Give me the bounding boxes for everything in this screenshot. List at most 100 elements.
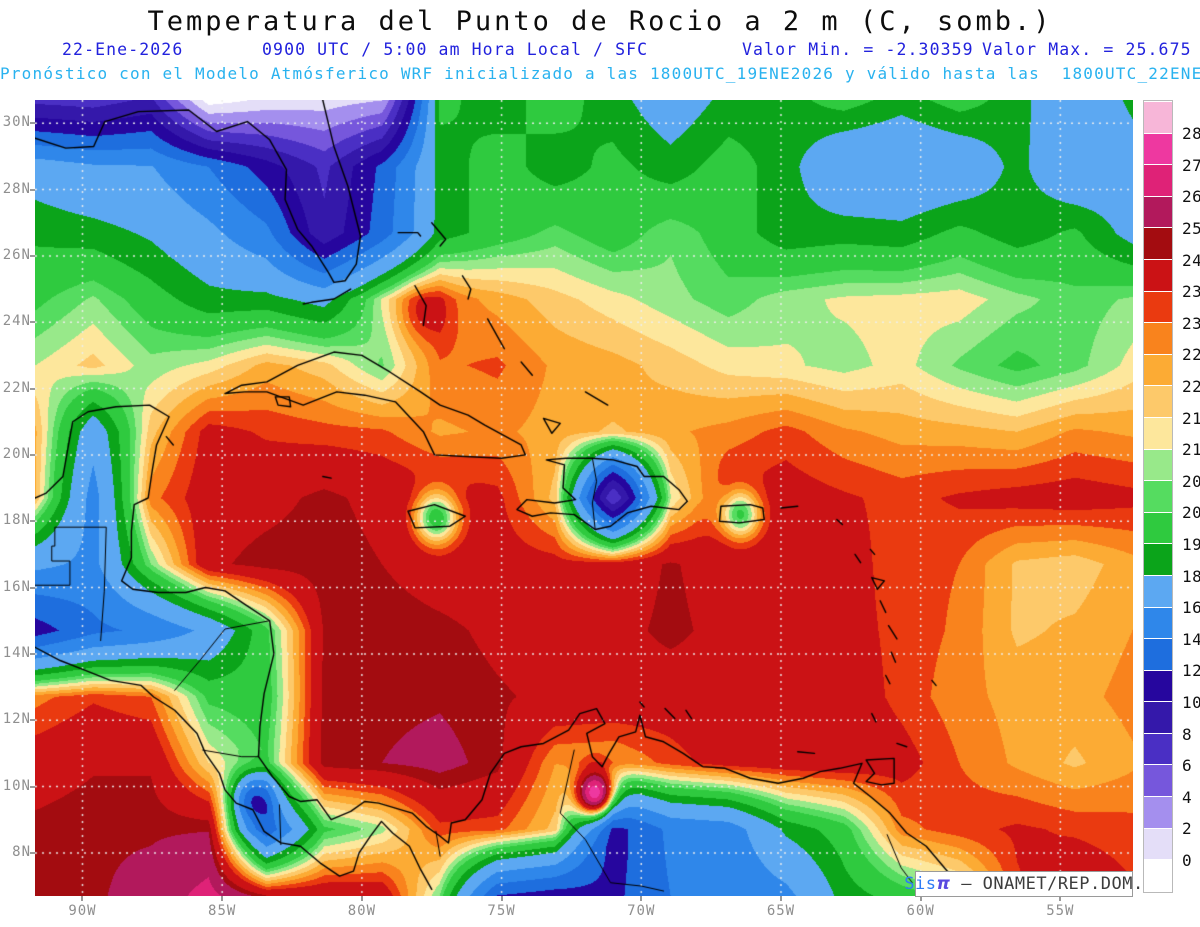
subtitle-min-value: Valor Min. = -2.30359 [742,40,974,59]
colorbar-tick-label: 14 [1182,629,1200,649]
colorbar-tick-label: 0 [1182,850,1193,870]
lat-tick-mark [30,652,35,655]
colorbar-swatch [1144,732,1172,765]
colorbar-tick-label: 27 [1182,155,1200,175]
colorbar-tick-label: 20 [1182,503,1200,523]
colorbar-swatch [1144,164,1172,196]
lon-tick-label: 55W [1046,903,1075,919]
colorbar-swatch [1144,290,1172,323]
colorbar-tick-label: 23 [1182,313,1200,333]
lat-tick-mark [30,719,35,722]
colorbar-swatch [1144,638,1172,670]
lon-tick-mark [81,896,84,901]
lat-tick-mark [30,188,35,191]
lon-tick-label: 85W [208,903,237,919]
colorbar-tick-label: 8 [1182,724,1193,744]
logo-pi-icon: π [936,874,951,894]
colorbar-swatch [1144,669,1172,702]
colorbar-swatch [1144,195,1172,228]
colorbar-tick-label: 12 [1182,661,1200,681]
colorbar [1143,100,1173,893]
colorbar-swatch [1144,859,1172,891]
lon-tick-mark [919,896,922,901]
lat-tick-label: 16N [2,578,31,595]
lon-tick-mark [1059,896,1062,901]
colorbar-swatch [1144,101,1172,133]
lat-tick-mark [30,321,35,324]
lat-tick-mark [30,586,35,589]
colorbar-swatch [1144,796,1172,828]
lat-tick-label: 12N [2,711,31,728]
colorbar-tick-label: 6 [1182,756,1193,776]
lon-tick-label: 75W [487,903,516,919]
lon-tick-label: 90W [68,903,97,919]
lat-tick-mark [30,520,35,523]
lon-tick-mark [500,896,503,901]
colorbar-swatch [1144,543,1172,575]
colorbar-tick-label: 2 [1182,819,1193,839]
lon-tick-mark [360,896,363,901]
lat-tick-mark [30,453,35,456]
lat-tick-label: 26N [2,246,31,263]
colorbar-swatch [1144,701,1172,733]
colorbar-swatch [1144,448,1172,481]
lat-tick-label: 10N [2,777,31,794]
colorbar-tick-label: 22.5 [1182,345,1200,365]
colorbar-swatch [1144,606,1172,639]
colorbar-swatch [1144,480,1172,512]
colorbar-tick-label: 21.5 [1182,408,1200,428]
subtitle-date: 22-Ene-2026 [62,40,184,59]
subtitle-max-value: Valor Max. = 25.675 [982,40,1192,59]
colorbar-swatch [1144,511,1172,544]
model-run-line: Pronóstico con el Modelo Atmósferico WRF… [0,64,1200,83]
colorbar-tick-label: 25 [1182,218,1200,238]
colorbar-swatch [1144,322,1172,354]
logo-sis-text: Sis [904,874,937,894]
lon-tick-label: 65W [766,903,796,919]
lat-tick-label: 24N [2,313,31,330]
lat-tick-label: 28N [2,180,31,197]
colorbar-tick-label: 24.5 [1182,250,1200,270]
colorbar-tick-label: 28 [1182,124,1200,144]
lon-tick-mark [640,896,643,901]
dewpoint-map-canvas [35,100,1133,896]
lat-tick-mark [30,387,35,390]
lat-tick-mark [30,785,35,788]
colorbar-swatch [1144,574,1172,607]
colorbar-tick-label: 20.5 [1182,471,1200,491]
colorbar-swatch [1144,132,1172,165]
colorbar-tick-label: 18 [1182,566,1200,586]
colorbar-tick-label: 16 [1182,598,1200,618]
colorbar-tick-label: 19 [1182,534,1200,554]
subtitle-time: 0900 UTC / 5:00 am Hora Local / SFC [262,40,649,59]
colorbar-tick-label: 22 [1182,376,1200,396]
colorbar-tick-label: 26 [1182,187,1200,207]
colorbar-swatch [1144,353,1172,386]
colorbar-tick-label: 4 [1182,787,1193,807]
page-title: Temperatura del Punto de Rocio a 2 m (C,… [147,6,1053,37]
colorbar-swatch [1144,764,1172,797]
lon-tick-mark [779,896,782,901]
colorbar-tick-label: 21 [1182,440,1200,460]
lat-tick-label: 14N [2,644,31,661]
onamet-logo: Sis π – ONAMET/REP.DOM. [904,871,1143,897]
lon-tick-label: 80W [347,903,377,919]
colorbar-swatch [1144,258,1172,291]
lon-tick-mark [221,896,224,901]
lat-tick-label: 8N [12,843,31,860]
lat-tick-label: 30N [2,114,31,131]
colorbar-tick-label: 10 [1182,692,1200,712]
lat-tick-label: 22N [2,379,31,396]
colorbar-swatch [1144,827,1172,860]
lat-tick-label: 18N [2,512,31,529]
lat-tick-label: 20N [2,445,31,462]
lon-tick-label: 70W [627,903,656,919]
lat-tick-mark [30,122,35,125]
colorbar-swatch [1144,416,1172,449]
colorbar-swatch [1144,385,1172,417]
colorbar-tick-label: 23.5 [1182,282,1200,302]
lat-tick-mark [30,851,35,854]
lat-tick-mark [30,254,35,257]
colorbar-swatch [1144,227,1172,259]
lon-tick-label: 60W [906,903,935,919]
